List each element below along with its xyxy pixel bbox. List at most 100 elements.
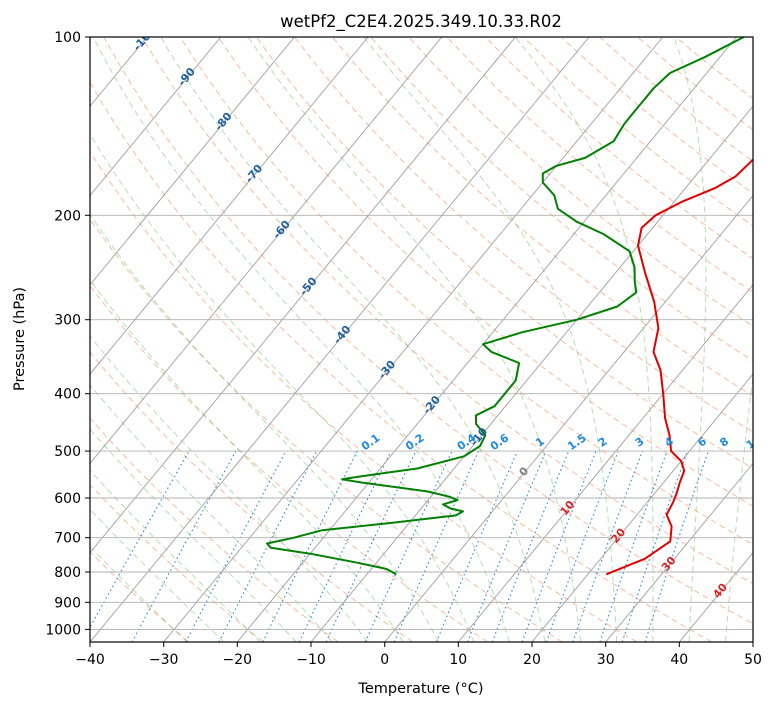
dry-adiabat-line <box>599 37 753 162</box>
mixing-ratio-line <box>545 450 619 642</box>
x-tick-label: 50 <box>744 652 762 668</box>
moist-adiabat-line <box>673 37 707 642</box>
isotherm-line <box>90 37 222 197</box>
isotherm-line <box>531 373 753 642</box>
skewed-isotherms <box>90 37 753 642</box>
mixing-ratio-line <box>599 450 668 642</box>
y-tick-label: 900 <box>54 595 81 611</box>
dry-adiabat-line <box>90 483 264 642</box>
isotherm-line <box>90 37 516 554</box>
moist-adiabats <box>90 37 753 642</box>
isotherm-line <box>457 284 753 642</box>
x-tick-label: 40 <box>670 652 688 668</box>
mixing-ratio-label: 1.5 <box>565 431 588 453</box>
dry-adiabat-line <box>370 37 753 362</box>
dry-adiabat-line <box>90 150 638 642</box>
isotherm-line <box>236 37 737 642</box>
y-tick-label: 600 <box>54 491 81 507</box>
pressure-gridlines <box>90 37 753 630</box>
mixing-ratio-labels: 0.10.20.40.611.52346810131620253036 <box>359 431 764 453</box>
mixing-ratio-line <box>90 450 190 629</box>
y-tick-label: 300 <box>54 313 81 329</box>
mixing-ratio-line <box>491 450 570 642</box>
plot-frame <box>89 36 754 643</box>
mixing-ratio-label: 0.2 <box>403 431 426 453</box>
mixing-ratio-line <box>298 450 392 642</box>
moist-adiabat-line <box>247 37 582 642</box>
mixing-ratio-label: 0.1 <box>359 431 382 453</box>
mixing-ratio-label: 0.6 <box>488 431 512 453</box>
x-tick-label: 10 <box>449 652 467 668</box>
moist-adiabat-line <box>90 508 225 642</box>
dry-adiabat-line <box>560 37 753 194</box>
mixing-ratio-line <box>435 450 519 642</box>
mixing-ratio-label: 4 <box>662 435 676 450</box>
mixing-ratio-line <box>521 450 597 642</box>
y-axis-label: Pressure (hPa) <box>12 287 28 391</box>
isotherm-line <box>605 462 753 642</box>
moist-adiabat-line <box>90 133 475 642</box>
y-tick-label: 500 <box>54 444 81 460</box>
dry-adiabat-line <box>217 37 753 507</box>
dry-adiabat-line <box>255 37 753 470</box>
chart-title: wetPf2_C2E4.2025.349.10.33.R02 <box>280 12 562 32</box>
y-tick-label: 100 <box>54 30 81 46</box>
x-tick-label: −10 <box>296 652 326 668</box>
mixing-ratio-line <box>621 450 689 642</box>
mixing-ratio-label: 10 <box>744 432 764 452</box>
dry-adiabat-line <box>90 551 190 642</box>
moist-adiabat-line <box>514 37 654 642</box>
y-tick-label: 400 <box>54 387 81 403</box>
isotherm-line <box>90 37 590 642</box>
moist-adiabat-line <box>90 279 404 642</box>
x-tick-label: 30 <box>597 652 615 668</box>
x-tick-label: −40 <box>75 652 105 668</box>
moist-adiabat-line <box>90 335 369 642</box>
moist-adiabat-line <box>363 37 618 642</box>
plot-area: -100-90-80-70-60-50-40-30-20-10010203040… <box>90 24 764 642</box>
moist-adiabat-line <box>90 428 297 642</box>
y-tick-label: 700 <box>54 531 81 547</box>
isotherm-line <box>384 194 753 642</box>
dry-adiabat-line <box>179 37 753 546</box>
moist-adiabat-line <box>90 545 188 642</box>
moist-adiabat-line <box>90 213 439 642</box>
isotherm-line <box>310 105 753 642</box>
y-tick-label: 800 <box>54 565 81 581</box>
isotherm-line <box>90 37 295 286</box>
isotherm-label: -100 <box>131 24 159 54</box>
dry-adiabat-line <box>90 81 712 642</box>
moist-adiabat-line <box>92 37 510 642</box>
dry-adiabat-line <box>294 37 753 433</box>
mixing-ratio-line <box>364 450 453 642</box>
mixing-ratio-line <box>466 450 547 642</box>
x-axis: −40 −30 −20 −10 0 10 20 30 40 50 <box>75 642 762 668</box>
dry-adiabat-line <box>90 218 563 642</box>
y-tick-label: 200 <box>54 208 81 224</box>
mixing-ratio-line <box>262 450 358 642</box>
dry-adiabats <box>90 37 753 642</box>
mixing-ratio-line <box>393 450 480 642</box>
moist-adiabat-line <box>90 384 333 642</box>
mixing-ratio-line <box>572 450 643 642</box>
x-tick-label: −30 <box>149 652 179 668</box>
x-tick-label: −20 <box>223 652 253 668</box>
dewpoint-profile-line <box>266 37 745 576</box>
sounding-series <box>266 37 753 576</box>
isotherm-line <box>90 37 369 375</box>
dry-adiabat-line <box>90 285 488 642</box>
x-axis-label: Temperature (°C) <box>357 681 483 697</box>
y-axis: 100 200 300 400 500 600 700 800 900 1000 <box>45 30 90 638</box>
x-tick-label: 20 <box>523 652 541 668</box>
dry-adiabat-line <box>637 37 753 131</box>
mixing-ratio-label: 6 <box>695 435 709 450</box>
mixing-ratio-label: 8 <box>717 435 731 450</box>
isotherm-line <box>752 641 753 642</box>
moist-adiabat-line <box>160 37 546 642</box>
moist-adiabat-line <box>725 371 753 642</box>
dry-adiabat-line <box>90 351 414 642</box>
x-tick-label: 0 <box>380 652 389 668</box>
dry-adiabat-line <box>90 417 339 642</box>
